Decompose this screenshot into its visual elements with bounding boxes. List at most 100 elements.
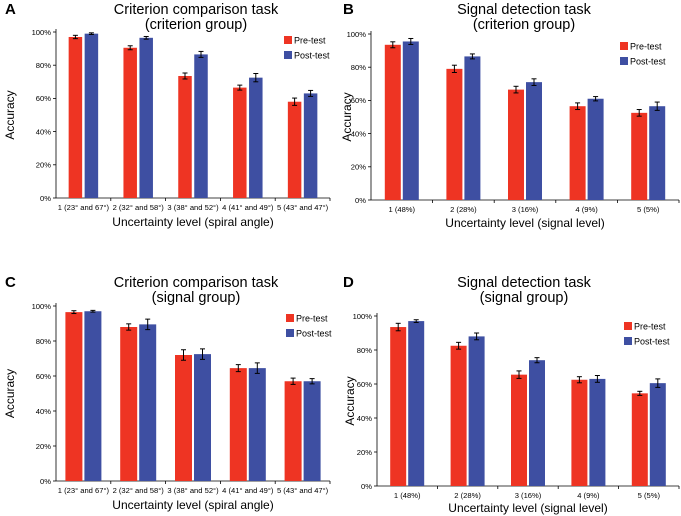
- x-tick-label: 3 (38° and 52°): [167, 203, 219, 212]
- y-tick-label: 0%: [40, 477, 51, 486]
- y-tick-label: 100%: [32, 302, 52, 311]
- pretest-bar: [569, 106, 586, 200]
- y-tick-label: 20%: [36, 442, 51, 451]
- posttest-bar: [468, 336, 485, 486]
- pretest-legend-swatch: [624, 322, 632, 330]
- posttest-legend-swatch: [284, 51, 292, 59]
- pretest-bar: [508, 89, 524, 200]
- x-tick-label: 1 (48%): [389, 205, 416, 214]
- pretest-bar: [65, 312, 83, 481]
- posttest-bar: [526, 82, 542, 200]
- pretest-bar: [68, 36, 83, 199]
- pretest-legend-swatch: [286, 314, 294, 322]
- pretest-bar: [284, 381, 302, 481]
- x-axis-label: Uncertainty level (spiral angle): [112, 215, 273, 229]
- posttest-bar: [529, 360, 545, 486]
- y-tick-label: 20%: [36, 161, 51, 170]
- y-tick-label: 100%: [353, 312, 373, 321]
- y-tick-label: 40%: [36, 407, 51, 416]
- legend-label: Post-test: [630, 57, 666, 67]
- posttest-bar: [84, 33, 99, 198]
- chart-title-line: Signal detection task: [457, 275, 592, 291]
- y-tick-label: 100%: [32, 28, 52, 37]
- x-tick-label: 1 (23° and 67°): [58, 203, 110, 212]
- y-tick-label: 40%: [351, 129, 366, 138]
- pretest-bar: [631, 393, 648, 486]
- y-tick-label: 80%: [36, 61, 51, 70]
- posttest-legend-swatch: [286, 329, 294, 337]
- posttest-bar: [303, 93, 318, 198]
- posttest-bar: [649, 106, 666, 200]
- y-tick-label: 40%: [357, 414, 372, 423]
- pretest-bar: [571, 379, 588, 486]
- posttest-bar: [194, 54, 208, 198]
- x-tick-label: 4 (9%): [577, 491, 600, 500]
- x-axis-label: Uncertainty level (spiral angle): [112, 498, 273, 512]
- chart-panel-b: B Signal detection task(criterion group) 0…: [340, 1, 680, 230]
- y-tick-label: 0%: [40, 194, 51, 203]
- chart-panel-d: D Signal detection task(signal group) 0% 20…: [343, 274, 680, 515]
- pretest-bar: [446, 68, 463, 200]
- x-tick-label: 5 (43° and 47°): [277, 203, 329, 212]
- y-axis-label: Accuracy: [343, 376, 357, 425]
- y-tick-label: 80%: [351, 63, 366, 72]
- legend-label: Pre-test: [634, 322, 666, 332]
- chart-panel-c: C Criterion comparison task(signal group)…: [3, 274, 332, 512]
- x-tick-label: 4 (9%): [575, 205, 598, 214]
- y-tick-label: 80%: [36, 337, 51, 346]
- pretest-bar: [450, 345, 467, 486]
- pretest-bar: [120, 327, 138, 481]
- chart-panel-a: A Criterion comparison task(criterion gro…: [3, 1, 331, 229]
- pretest-bar: [511, 374, 527, 486]
- x-tick-label: 2 (32° and 58°): [113, 203, 165, 212]
- y-tick-label: 100%: [347, 30, 367, 39]
- posttest-bar: [139, 37, 153, 199]
- pretest-bar: [178, 75, 192, 198]
- chart-title-line: Signal detection task: [457, 2, 592, 18]
- pretest-bar: [175, 355, 192, 481]
- chart-title-line: (criterion group): [145, 17, 247, 33]
- posttest-bar: [464, 56, 481, 200]
- x-axis-label: Uncertainty level (signal level): [445, 216, 604, 230]
- panel-label: D: [343, 274, 354, 291]
- legend-label: Post-test: [634, 337, 670, 347]
- panel-label: B: [343, 1, 354, 18]
- chart-title-line: (signal group): [152, 290, 241, 306]
- pretest-bar: [631, 112, 648, 200]
- panel-label: A: [5, 1, 16, 18]
- legend-label: Pre-test: [630, 42, 662, 52]
- chart-title-line: Criterion comparison task: [114, 2, 279, 18]
- x-axis-label: Uncertainty level (signal level): [448, 501, 607, 515]
- chart-title-line: Criterion comparison task: [114, 275, 279, 291]
- y-axis-label: Accuracy: [3, 369, 17, 418]
- posttest-bar: [649, 383, 666, 486]
- posttest-bar: [194, 354, 211, 481]
- x-tick-label: 2 (28%): [454, 491, 481, 500]
- pretest-bar: [123, 47, 137, 198]
- x-tick-label: 1 (48%): [394, 491, 421, 500]
- posttest-bar: [303, 381, 321, 481]
- x-tick-label: 1 (23° and 67°): [58, 486, 110, 495]
- y-tick-label: 0%: [355, 196, 366, 205]
- legend-label: Post-test: [294, 51, 330, 61]
- y-tick-label: 60%: [36, 372, 51, 381]
- chart-title-line: (criterion group): [473, 17, 575, 33]
- y-tick-label: 60%: [357, 380, 372, 389]
- pretest-bar: [233, 87, 247, 198]
- posttest-bar: [139, 324, 157, 481]
- x-tick-label: 5 (43° and 47°): [277, 486, 329, 495]
- x-tick-label: 2 (32° and 58°): [113, 486, 165, 495]
- x-tick-label: 5 (5%): [638, 491, 661, 500]
- x-tick-label: 3 (16%): [512, 205, 539, 214]
- pretest-bar: [384, 44, 401, 200]
- posttest-bar: [84, 311, 102, 481]
- legend-label: Pre-test: [296, 314, 328, 324]
- x-tick-label: 4 (41° and 49°): [222, 486, 274, 495]
- y-tick-label: 0%: [361, 482, 372, 491]
- posttest-bar: [587, 98, 604, 200]
- x-tick-label: 5 (5%): [637, 205, 660, 214]
- y-axis-label: Accuracy: [3, 90, 17, 139]
- posttest-bar: [249, 77, 263, 198]
- panel-label: C: [5, 274, 16, 291]
